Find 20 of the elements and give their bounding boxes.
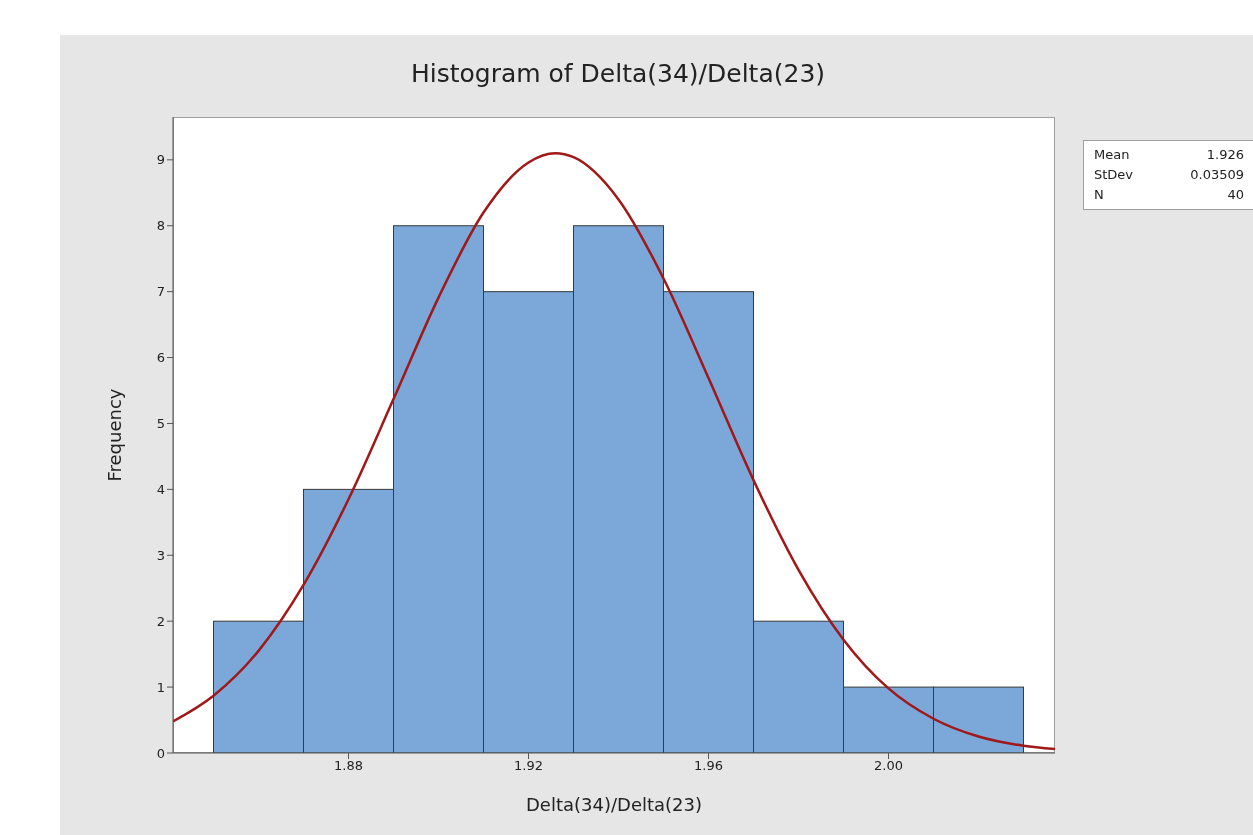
y-tick-label: 9 [156,152,165,168]
chart-title: Histogram of Delta(34)/Delta(23) [409,59,827,88]
y-tick-label: 6 [156,350,165,366]
y-tick-label: 7 [156,284,165,300]
y-tick-label: 2 [156,613,165,629]
y-tick-label: 8 [156,218,165,234]
y-tick-label: 3 [156,547,165,563]
y-tick-label: 4 [156,481,165,497]
text: StDev 0.03509 [1094,167,1244,182]
y-tick-label: 5 [156,416,165,432]
x-tick-label: 2.00 [874,758,903,774]
y-axis-title: Frequency [104,388,126,482]
text: N 40 [1094,187,1244,202]
y-tick-label: 0 [156,745,165,761]
x-tick-label: 1.88 [334,758,363,774]
x-tick-label: 1.92 [514,758,543,774]
y-tick-label: 1 [156,679,165,695]
text: Mean 1.926 [1094,147,1244,162]
x-tick-label: 1.96 [694,758,723,774]
x-axis-title: Delta(34)/Delta(23) [525,794,703,815]
